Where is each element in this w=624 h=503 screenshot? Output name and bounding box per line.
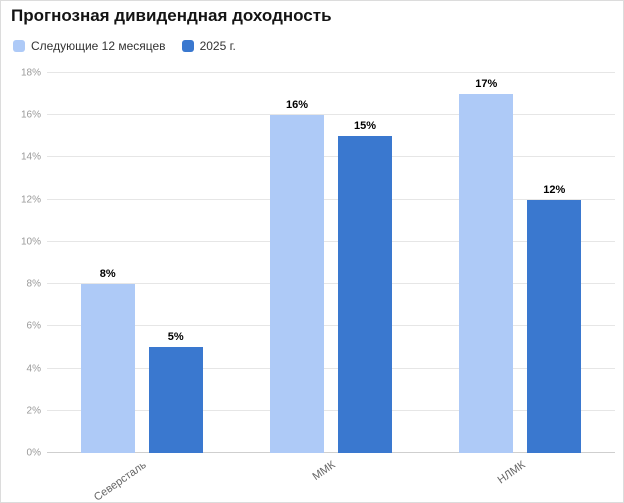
plot-area: 8% 5% 16% 15% 17% 12% — [47, 72, 615, 453]
bar-data-label: 12% — [543, 183, 566, 196]
y-tick-label: 18% — [20, 67, 41, 79]
gridline — [47, 114, 615, 116]
y-tick-label: 14% — [20, 151, 41, 163]
bar-slot: 12% — [527, 73, 582, 453]
legend-swatch-next-12-months — [13, 40, 25, 52]
bar-slot: 17% — [459, 73, 514, 453]
gridline — [47, 283, 615, 285]
y-tick-label: 8% — [26, 278, 41, 290]
legend-item-2025[interactable]: 2025 г. — [181, 39, 236, 53]
bar-series-2-category-3[interactable] — [527, 199, 582, 453]
y-tick-label: 16% — [20, 109, 41, 121]
y-tick-label: 6% — [26, 320, 41, 332]
legend: Следующие 12 месяцев 2025 г. — [13, 39, 236, 53]
gridline — [47, 452, 615, 453]
gridline — [47, 325, 615, 327]
y-tick-label: 2% — [26, 405, 41, 417]
bar-group-2: 16% 15% — [236, 73, 425, 453]
bar-slot: 5% — [148, 73, 203, 453]
bar-series-1-category-2[interactable] — [269, 115, 324, 453]
bar-groups: 8% 5% 16% 15% 17% 12% — [47, 73, 615, 453]
bar-series-1-category-1[interactable] — [80, 284, 135, 453]
gridline — [47, 240, 615, 242]
bar-data-label: 8% — [99, 268, 116, 281]
x-tick-label: ММК — [310, 459, 338, 484]
gridline — [47, 198, 615, 200]
legend-item-next-12-months[interactable]: Следующие 12 месяцев — [13, 39, 166, 53]
y-tick-label: 10% — [20, 236, 41, 248]
bar-data-label: 5% — [167, 331, 184, 344]
legend-label-2025: 2025 г. — [199, 39, 236, 53]
x-tick-label: НЛМК — [495, 459, 528, 487]
bar-data-label: 15% — [353, 120, 376, 133]
bar-group-1: 8% 5% — [47, 73, 236, 453]
bar-series-1-category-3[interactable] — [459, 94, 514, 453]
chart-title: Прогнозная дивидендная доходность — [11, 6, 332, 25]
x-tick-label: Северсталь — [91, 459, 149, 503]
gridline — [47, 409, 615, 411]
gridline — [47, 156, 615, 158]
gridline — [47, 367, 615, 369]
legend-swatch-2025 — [181, 40, 194, 52]
bar-data-label: 16% — [285, 99, 308, 112]
bar-series-2-category-1[interactable] — [148, 347, 203, 453]
bar-series-2-category-2[interactable] — [337, 136, 392, 453]
bar-slot: 16% — [269, 73, 324, 453]
bar-group-3: 17% 12% — [426, 73, 615, 453]
y-tick-label: 12% — [20, 194, 41, 206]
y-axis: 0% 2% 4% 6% 8% 10% 12% 14% 16% 18% — [1, 68, 43, 459]
gridline — [47, 72, 615, 73]
x-axis: Северсталь ММК НЛМК — [47, 457, 615, 503]
legend-label-next-12-months: Следующие 12 месяцев — [31, 39, 166, 53]
y-tick-label: 4% — [26, 363, 41, 375]
bar-data-label: 17% — [475, 78, 498, 91]
bar-slot: 8% — [80, 73, 135, 453]
bar-slot: 15% — [337, 73, 392, 453]
y-tick-label: 0% — [26, 447, 41, 459]
